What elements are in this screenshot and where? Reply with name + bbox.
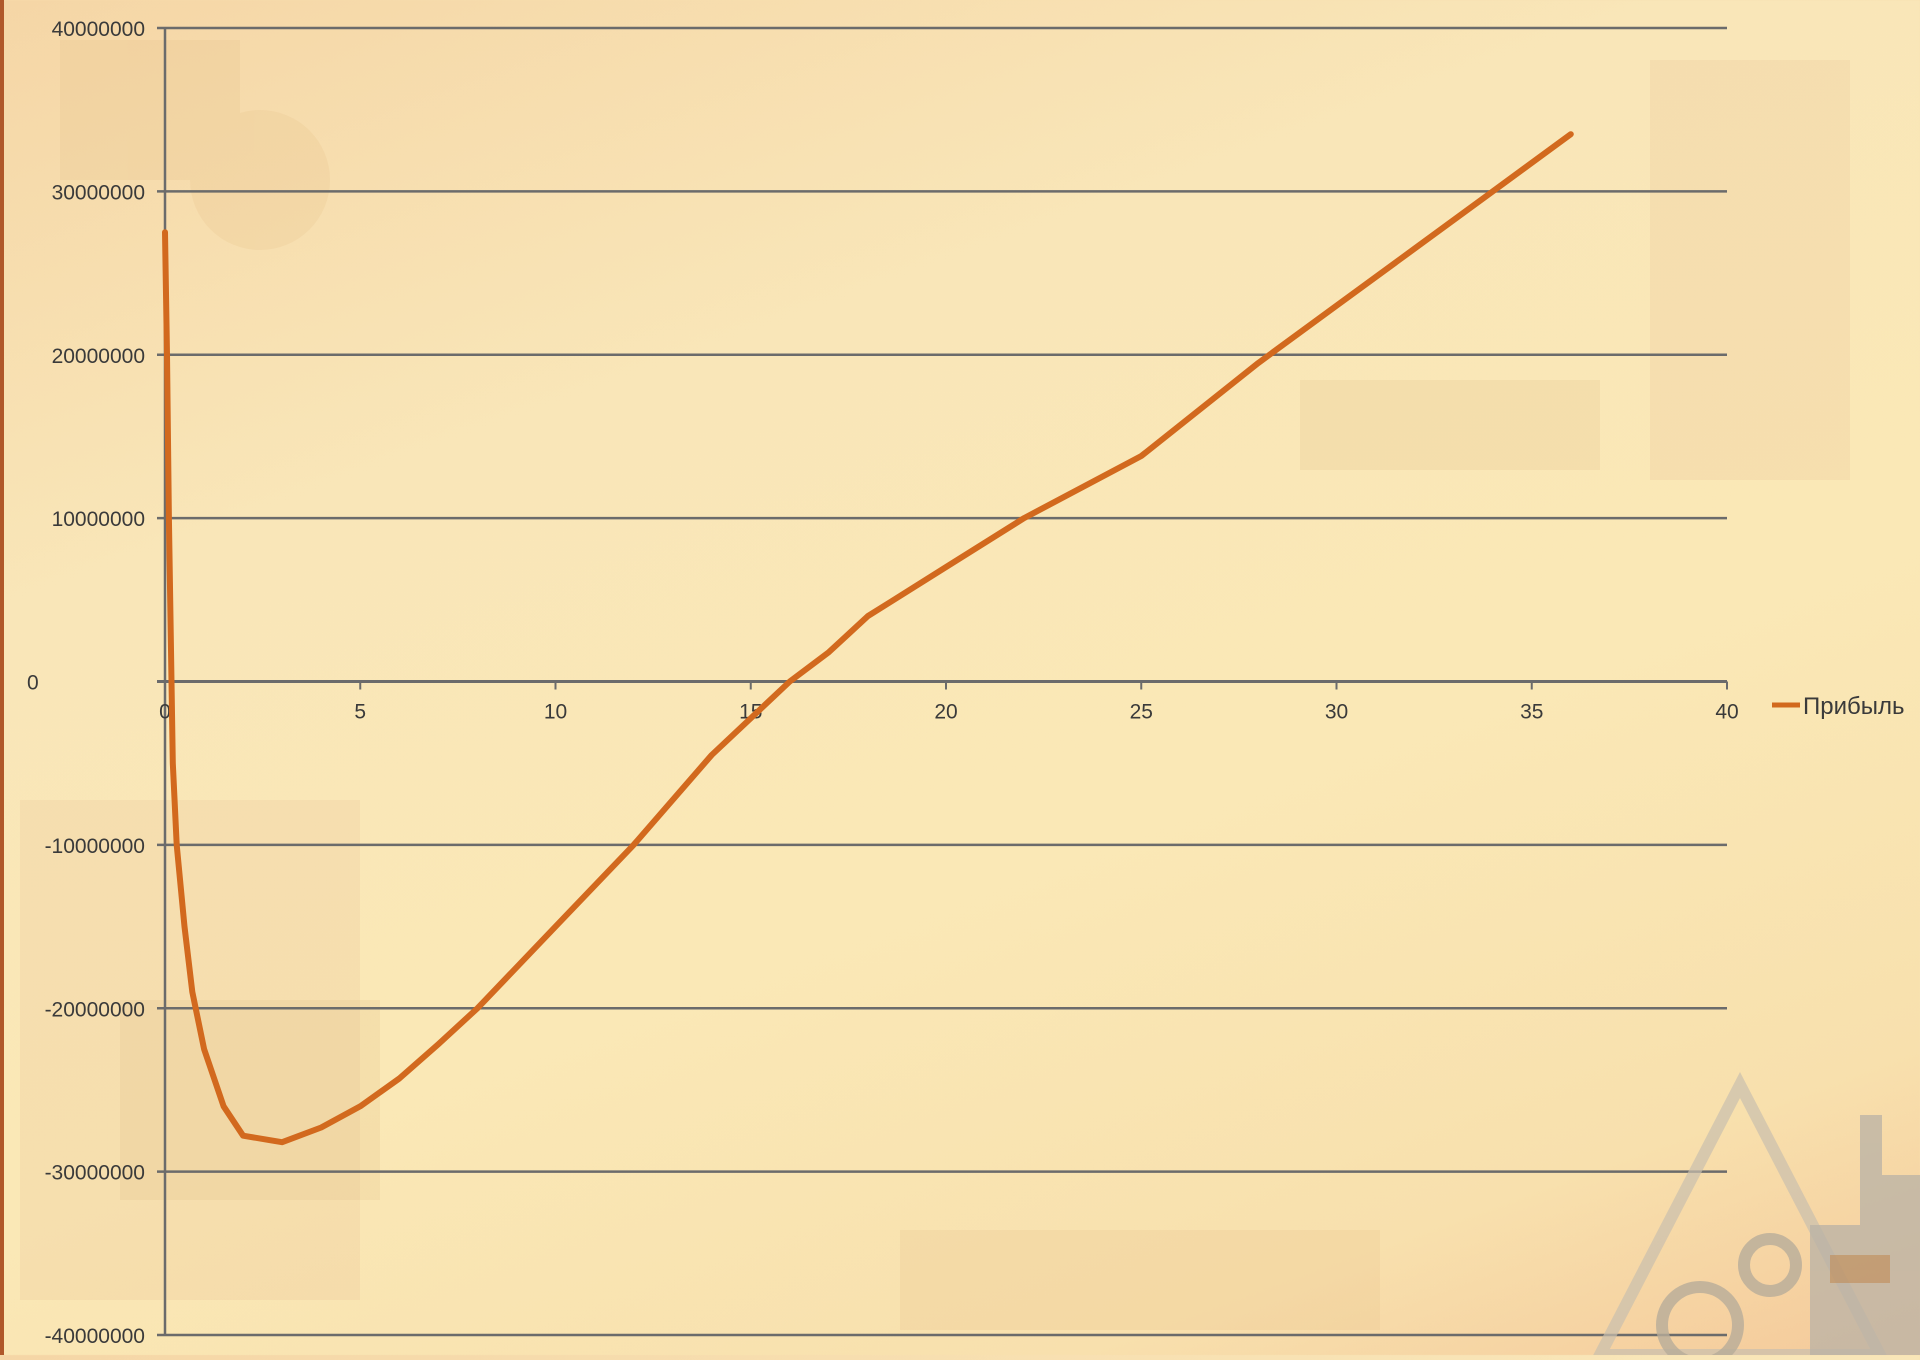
y-tick-label: 30000000 bbox=[52, 181, 145, 204]
y-tick-label: 40000000 bbox=[52, 18, 145, 41]
x-axis-ticks: 0 5 10 15 20 25 30 35 40 bbox=[159, 681, 1739, 724]
x-tick-label: 40 bbox=[1715, 701, 1738, 724]
legend: Прибыль bbox=[1772, 693, 1905, 720]
y-tick-label: -30000000 bbox=[45, 1162, 145, 1185]
x-tick-label: 30 bbox=[1325, 701, 1348, 724]
x-tick-label: 35 bbox=[1520, 701, 1543, 724]
left-border bbox=[0, 0, 4, 1355]
x-tick-label: 15 bbox=[739, 701, 762, 724]
x-tick-label: 5 bbox=[354, 701, 366, 724]
y-tick-label: -20000000 bbox=[45, 998, 145, 1021]
x-tick-label: 10 bbox=[544, 701, 567, 724]
x-tick-label: 20 bbox=[934, 701, 957, 724]
y-tick-label: -40000000 bbox=[45, 1325, 145, 1348]
x-tick-label: 0 bbox=[159, 701, 171, 724]
y-tick-label: 10000000 bbox=[52, 508, 145, 531]
y-tick-label: 0 bbox=[27, 672, 39, 695]
series-line-profit bbox=[162, 131, 1574, 1146]
y-tick-label: -10000000 bbox=[45, 835, 145, 858]
x-tick-label: 25 bbox=[1130, 701, 1153, 724]
legend-label: Прибыль bbox=[1803, 693, 1905, 720]
y-axis-ticks: 40000000 30000000 20000000 10000000 0 -100000… bbox=[27, 18, 145, 1348]
y-tick-label: 20000000 bbox=[52, 345, 145, 368]
factory-gear-warning-icon bbox=[1580, 1055, 1920, 1360]
grid-lines bbox=[157, 26, 1727, 1337]
